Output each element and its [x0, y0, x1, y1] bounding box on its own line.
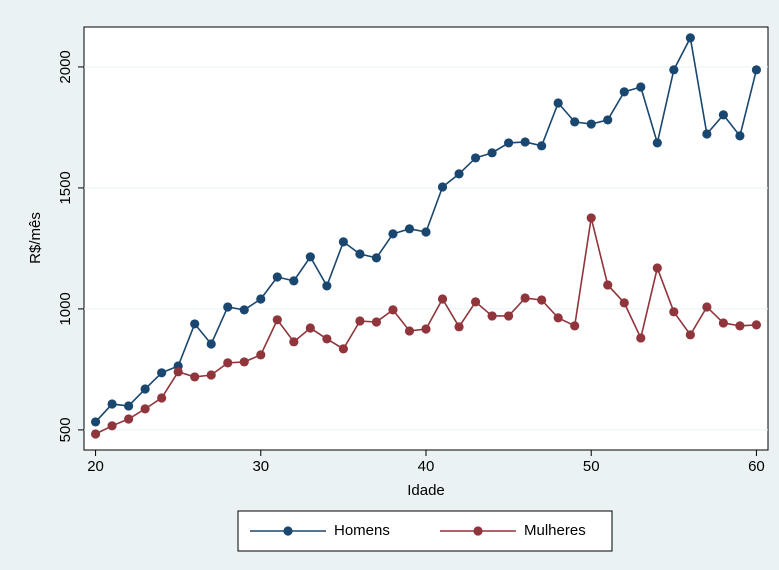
x-tick-label: 30 — [252, 458, 269, 475]
marker — [305, 323, 315, 333]
x-tick-label: 40 — [418, 458, 435, 475]
marker — [504, 311, 514, 321]
marker — [421, 324, 431, 334]
marker — [107, 399, 117, 409]
marker — [90, 429, 101, 439]
marker — [718, 318, 728, 328]
marker — [272, 272, 282, 282]
marker — [685, 33, 695, 43]
marker — [140, 404, 150, 414]
marker — [586, 213, 596, 223]
marker — [669, 307, 679, 317]
marker — [702, 129, 712, 139]
x-tick-label: 50 — [583, 458, 600, 475]
marker — [90, 417, 101, 427]
marker — [702, 302, 712, 312]
marker — [157, 393, 167, 403]
marker — [388, 229, 398, 239]
marker — [272, 315, 282, 325]
marker — [636, 82, 646, 92]
marker — [735, 131, 745, 141]
y-axis-label: R$/mês — [27, 212, 44, 264]
marker — [305, 252, 315, 262]
marker — [454, 322, 464, 332]
marker — [355, 316, 365, 326]
marker — [470, 297, 481, 307]
marker — [371, 317, 382, 327]
marker — [206, 370, 216, 380]
x-tick-label: 20 — [87, 458, 104, 475]
marker — [322, 281, 332, 291]
marker — [371, 253, 382, 263]
marker — [603, 280, 613, 290]
marker — [421, 227, 431, 237]
marker — [437, 182, 448, 192]
marker — [619, 298, 629, 308]
y-tick-label: 1500 — [57, 171, 74, 204]
marker — [553, 313, 563, 323]
marker — [685, 330, 695, 340]
marker — [652, 263, 662, 273]
marker — [256, 350, 266, 360]
marker — [553, 98, 563, 108]
marker — [157, 368, 167, 378]
marker — [636, 333, 646, 343]
marker — [124, 401, 134, 411]
marker — [470, 153, 481, 163]
marker — [718, 110, 728, 120]
marker — [404, 224, 415, 234]
marker — [338, 237, 348, 247]
marker — [487, 148, 497, 158]
marker — [223, 358, 233, 368]
marker — [256, 294, 266, 304]
legend-marker — [473, 526, 483, 536]
marker — [619, 87, 629, 97]
y-tick-label: 500 — [57, 417, 74, 442]
marker — [173, 367, 183, 377]
marker — [289, 337, 299, 347]
marker — [751, 65, 762, 75]
marker — [322, 334, 332, 344]
marker — [437, 294, 448, 304]
x-axis-label: Idade — [407, 482, 445, 499]
marker — [570, 321, 580, 331]
marker — [586, 119, 596, 129]
x-tick-label: 60 — [748, 458, 765, 475]
marker — [338, 344, 348, 354]
marker — [190, 319, 200, 329]
marker — [669, 65, 679, 75]
marker — [404, 326, 415, 336]
y-tick-label: 2000 — [57, 50, 74, 83]
marker — [206, 339, 216, 349]
marker — [537, 141, 547, 151]
marker — [289, 276, 299, 286]
marker — [239, 305, 249, 315]
plot-area — [83, 26, 769, 451]
legend-marker — [283, 526, 293, 536]
marker — [504, 138, 514, 148]
marker — [520, 137, 530, 147]
legend-label: Homens — [334, 522, 390, 539]
marker — [537, 295, 547, 305]
marker — [603, 115, 613, 125]
marker — [652, 138, 662, 148]
marker — [107, 421, 117, 431]
marker — [454, 169, 464, 179]
marker — [751, 320, 762, 330]
y-tick-label: 1000 — [57, 292, 74, 325]
marker — [239, 357, 249, 367]
marker — [140, 384, 150, 394]
marker — [487, 311, 497, 321]
marker — [124, 414, 134, 424]
marker — [735, 321, 745, 331]
marker — [388, 305, 398, 315]
marker — [570, 117, 580, 127]
marker — [355, 249, 365, 259]
marker — [190, 372, 200, 382]
marker — [520, 293, 530, 303]
legend-label: Mulheres — [524, 522, 586, 539]
marker — [223, 302, 233, 312]
